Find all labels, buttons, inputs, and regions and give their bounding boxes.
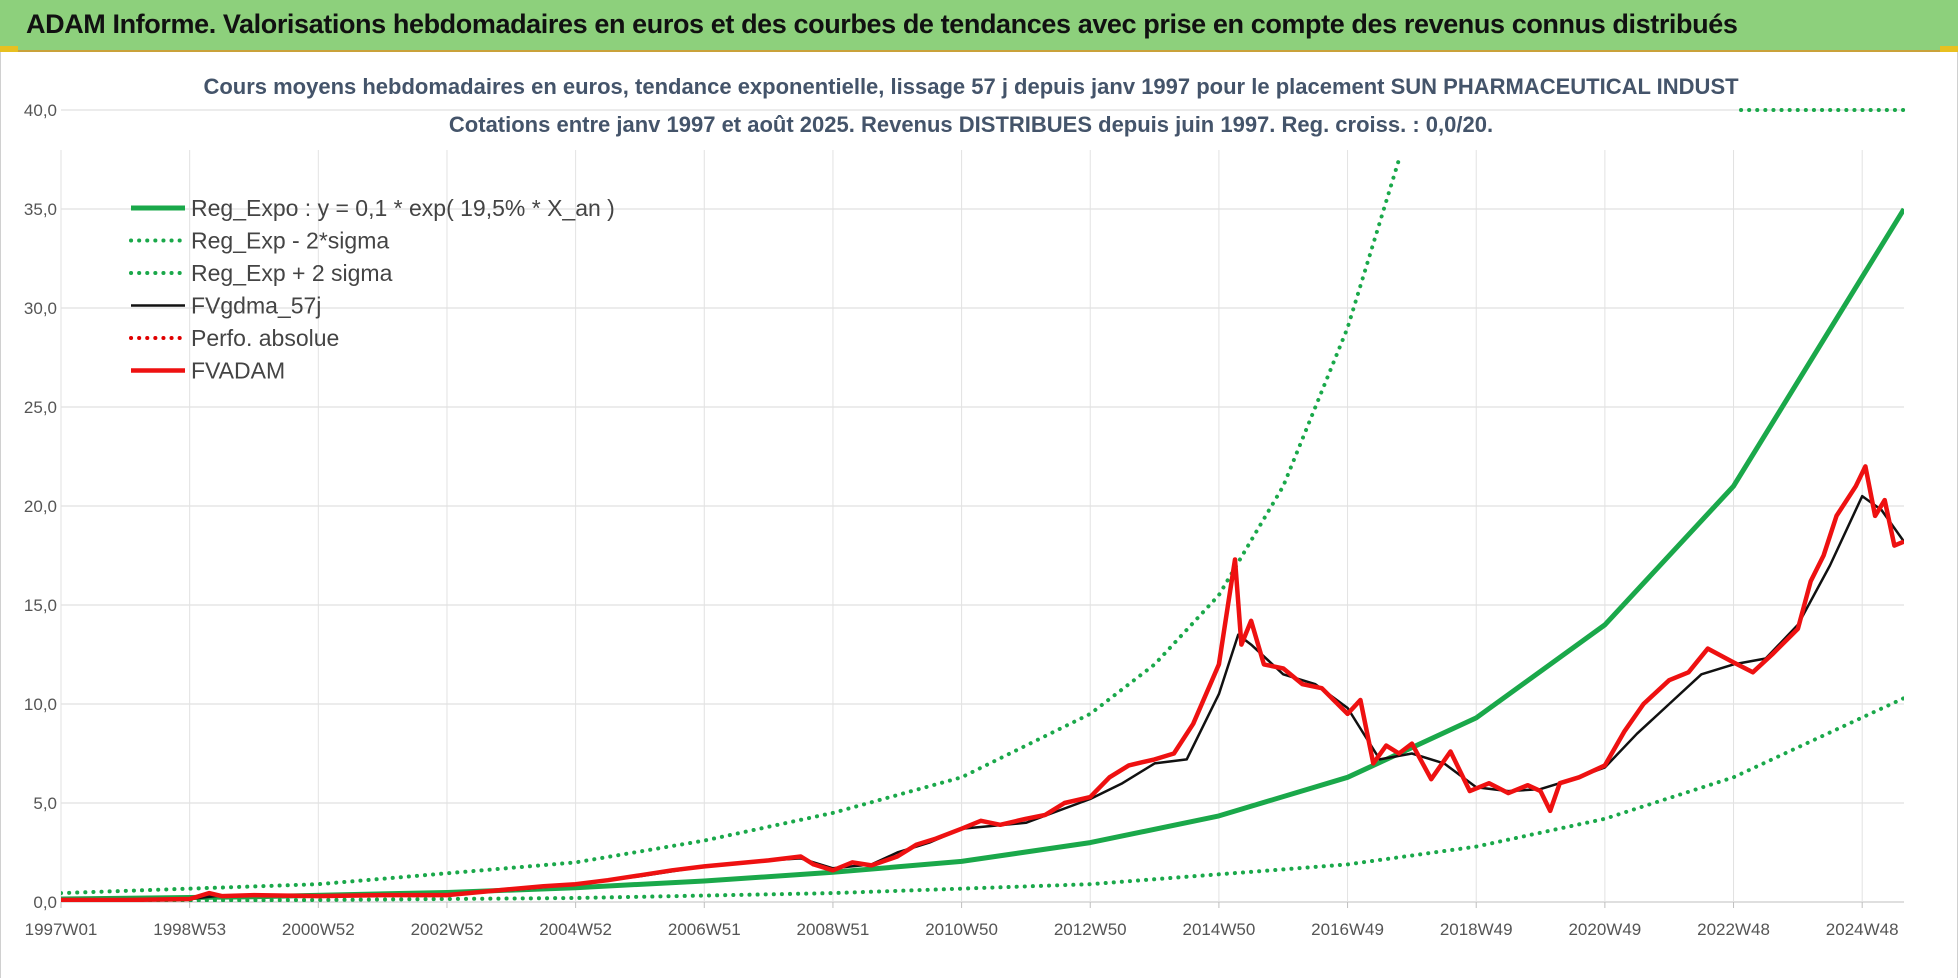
x-tick-label: 1998W53 — [153, 920, 226, 939]
y-tick-label: 35,0 — [24, 200, 57, 219]
y-tick-label: 10,0 — [24, 695, 57, 714]
banner-title: ADAM Informe. Valorisations hebdomadaire… — [26, 9, 1738, 39]
series-line-5 — [61, 464, 1904, 902]
report-banner: ADAM Informe. Valorisations hebdomadaire… — [0, 0, 1958, 52]
legend-label: Perfo. absolue — [191, 325, 339, 351]
x-tick-label: 2022W48 — [1697, 920, 1770, 939]
series-line-2 — [61, 157, 1401, 896]
x-axis-ticks: 1997W01 1998W53 2000W52 2002W52 2004W52 2006W… — [25, 920, 1899, 939]
series-line-0 — [61, 207, 1904, 902]
legend-label: FVADAM — [191, 358, 285, 384]
y-tick-label: 25,0 — [24, 398, 57, 417]
x-tick-label: 2002W52 — [411, 920, 484, 939]
chart-subtitle: Cotations entre janv 1997 et août 2025. … — [449, 112, 1493, 137]
line-chart: 0,0 5,0 10,0 15,0 20,0 25,0 30,0 35,0 40,0 1997W… — [24, 74, 1906, 939]
chart-title: Cours moyens hebdomadaires en euros, ten… — [203, 74, 1739, 99]
y-tick-label: 5,0 — [33, 794, 57, 813]
legend-label: Reg_Exp - 2*sigma — [191, 228, 389, 254]
y-tick-label: 0,0 — [33, 893, 57, 912]
series-line-3 — [61, 494, 1904, 902]
banner-corner-left — [0, 46, 18, 52]
y-tick-label: 30,0 — [24, 299, 57, 318]
x-tick-label: 2020W49 — [1568, 920, 1641, 939]
x-tick-label: 2010W50 — [925, 920, 998, 939]
x-tick-label: 2024W48 — [1826, 920, 1899, 939]
x-tick-label: 2006W51 — [668, 920, 741, 939]
x-tick-label: 2004W52 — [539, 920, 612, 939]
series-line-1 — [61, 696, 1904, 902]
x-tick-label: 2008W51 — [797, 920, 870, 939]
x-tick-label: 2000W52 — [282, 920, 355, 939]
x-tick-label: 2014W50 — [1183, 920, 1256, 939]
y-tick-label: 40,0 — [24, 101, 57, 120]
y-axis-ticks: 0,0 5,0 10,0 15,0 20,0 25,0 30,0 35,0 40,0 — [24, 101, 57, 912]
chart-legend: Reg_Expo : y = 0,1 * exp( 19,5% * X_an )… — [129, 195, 615, 384]
x-tick-label: 2016W49 — [1311, 920, 1384, 939]
x-tick-label: 1997W01 — [25, 920, 98, 939]
banner-corner-right — [1940, 46, 1958, 52]
legend-label: FVgdma_57j — [191, 293, 321, 319]
legend-label: Reg_Expo : y = 0,1 * exp( 19,5% * X_an ) — [191, 195, 615, 221]
series-lines — [61, 108, 1906, 902]
chart-frame: 0,0 5,0 10,0 15,0 20,0 25,0 30,0 35,0 40,0 1997W… — [0, 52, 1958, 978]
y-tick-label: 15,0 — [24, 596, 57, 615]
x-tick-label: 2018W49 — [1440, 920, 1513, 939]
y-tick-label: 20,0 — [24, 497, 57, 516]
x-tick-label: 2012W50 — [1054, 920, 1127, 939]
legend-label: Reg_Exp + 2 sigma — [191, 260, 393, 286]
